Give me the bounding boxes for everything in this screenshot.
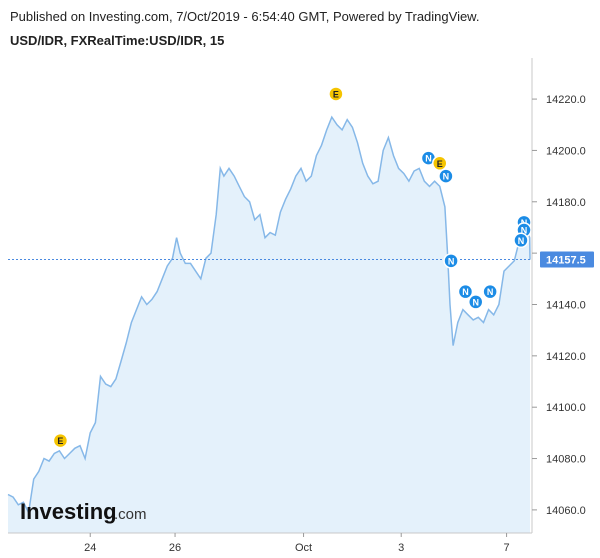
y-tick-label: 14180.0 [546, 197, 586, 209]
event-marker-circle[interactable] [467, 294, 484, 310]
investing-logo: Investing .com [20, 499, 147, 524]
y-axis: 14060.0 14080.0 14100.0 14120.0 14140.0 14180… [532, 94, 586, 517]
logo-wordmark: Investing [20, 499, 117, 524]
y-tick-label: 14080.0 [546, 454, 586, 466]
x-tick-label: 24 [84, 542, 96, 554]
price-line [7, 115, 531, 515]
economic-event-marker[interactable]: E [52, 432, 69, 449]
news-event-marker[interactable]: N [457, 283, 474, 300]
event-marker-letter: N [518, 236, 525, 246]
economic-event-marker[interactable]: E [432, 155, 448, 172]
x-tick-label: Oct [295, 542, 312, 554]
news-event-marker[interactable]: N [513, 232, 529, 249]
x-tick-label: 26 [169, 542, 181, 554]
last-price-tag: 14157.5 [540, 251, 594, 268]
x-tick-label: 7 [504, 542, 510, 554]
event-marker-circle[interactable] [457, 283, 474, 300]
event-marker-letter: N [472, 297, 479, 307]
economic-event-marker[interactable]: E [328, 86, 344, 102]
y-tick-label: 14140.0 [546, 299, 586, 311]
event-marker-letter: E [333, 89, 339, 99]
event-marker-letter: N [425, 154, 432, 164]
last-price-label: 14157.5 [546, 255, 586, 267]
y-tick-label: 14060.0 [546, 505, 586, 517]
news-event-marker[interactable]: N [438, 168, 454, 184]
news-event-marker[interactable]: N [443, 253, 459, 269]
y-tick-label: 14200.0 [546, 145, 586, 157]
y-tick-label: 14100.0 [546, 402, 586, 414]
news-event-marker[interactable]: N [482, 283, 498, 300]
published-caption: Published on Investing.com, 7/Oct/2019 -… [10, 9, 480, 24]
event-marker-letter: N [443, 172, 450, 182]
y-tick-label: 14220.0 [546, 94, 586, 106]
event-marker-circle[interactable] [52, 432, 69, 449]
logo-domain: .com [114, 506, 147, 523]
event-marker-circle[interactable] [432, 155, 448, 172]
event-marker-letter: E [57, 436, 63, 446]
event-marker-letter: N [448, 256, 455, 266]
event-marker-letter: N [521, 226, 528, 236]
event-marker-circle[interactable] [438, 168, 454, 184]
y-tick-label: 14120.0 [546, 351, 586, 363]
event-marker-circle[interactable] [443, 253, 459, 269]
last-price-badge [540, 251, 594, 268]
event-marker-circle[interactable] [328, 86, 344, 102]
event-marker-letter: E [437, 159, 443, 169]
x-axis: 24 26 Oct 3 7 [84, 533, 510, 554]
news-event-marker[interactable]: N [467, 294, 484, 310]
symbol-title: USD/IDR, FXRealTime:USD/IDR, 15 [10, 33, 225, 48]
event-marker-circle[interactable] [482, 283, 498, 300]
event-marker-letter: N [462, 287, 469, 297]
x-tick-label: 3 [398, 542, 404, 554]
event-markers: EENENNNNNNNN [52, 86, 532, 449]
event-marker-letter: N [487, 287, 494, 297]
event-marker-circle[interactable] [513, 232, 529, 249]
price-area-fill [8, 117, 530, 533]
